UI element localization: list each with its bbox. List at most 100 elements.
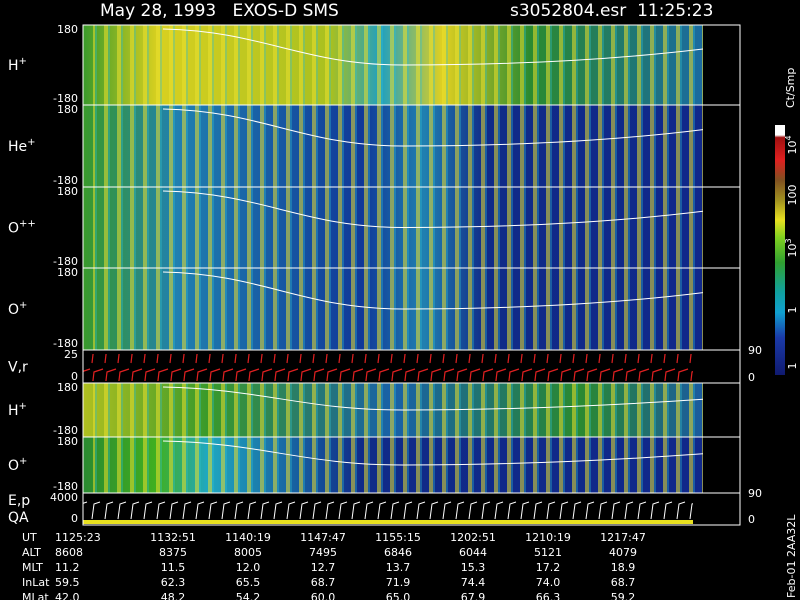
panel-label: O++ [8, 219, 36, 237]
charge: + [19, 300, 27, 311]
tick-label: -180 [53, 174, 78, 187]
panel-frame [82, 492, 741, 526]
sawtooth [83, 354, 693, 381]
cell: 1132:51 [150, 531, 196, 544]
cell: 74.0 [536, 576, 561, 589]
tick-label: 180 [57, 435, 78, 448]
tick-label: 0 [71, 370, 78, 383]
trace-line [162, 386, 704, 411]
cell: 12.7 [311, 561, 336, 574]
exponent: 3 [784, 238, 793, 243]
tick-label: -180 [53, 424, 78, 437]
charge: + [19, 56, 27, 67]
file-label: s3052804.esr 11:25:23 [510, 1, 713, 21]
cell: 60.0 [311, 591, 336, 600]
charge: + [27, 137, 35, 148]
species: O [8, 458, 19, 474]
species: O [8, 302, 19, 318]
cell: 13.7 [386, 561, 411, 574]
cell: 1202:51 [450, 531, 496, 544]
colorbar-unit: Ct/Smp [784, 68, 797, 108]
trace-line [162, 271, 704, 310]
charge: ++ [19, 219, 36, 230]
footer: Feb-01 2AA32L [785, 514, 798, 598]
cell: 48.2 [161, 591, 186, 600]
right-tick-label: 0 [748, 513, 755, 526]
row-label: InLat [22, 576, 50, 589]
species: H [8, 58, 19, 74]
row-label: ALT [22, 546, 41, 559]
tick-label: 25 [64, 348, 78, 361]
cell: 62.3 [161, 576, 186, 589]
panel-label: O+ [8, 300, 27, 318]
cell: 18.9 [611, 561, 636, 574]
title: May 28, 1993 EXOS-D SMS [100, 1, 339, 21]
cell: 1125:23 [55, 531, 101, 544]
panel-label: V,r [8, 360, 28, 376]
row-label: MLT [22, 561, 43, 574]
cell: 66.3 [536, 591, 561, 600]
species: He [8, 139, 27, 155]
right-tick-label: 90 [748, 344, 762, 357]
cell: 12.0 [236, 561, 261, 574]
trace-line [162, 190, 704, 229]
cell: 8375 [159, 546, 187, 559]
right-tick-label: 90 [748, 487, 762, 500]
cell: 6846 [384, 546, 412, 559]
trace-line [162, 108, 704, 147]
tick-label: 180 [57, 23, 78, 36]
cell: 1140:19 [225, 531, 271, 544]
tick-label: 4000 [50, 491, 78, 504]
sawtooth [83, 497, 693, 523]
species: H [8, 403, 19, 419]
base: 10 [786, 141, 799, 155]
cell: 65.0 [386, 591, 411, 600]
cell: 68.7 [611, 576, 636, 589]
qa-bar [83, 520, 693, 524]
cell: 65.5 [236, 576, 261, 589]
species: E,p [8, 493, 30, 509]
panel-label: E,p [8, 493, 30, 509]
cell: 71.9 [386, 576, 411, 589]
panel-label: H+ [8, 56, 27, 74]
colorbar-label: 104 [784, 135, 799, 154]
tick-label: -180 [53, 337, 78, 350]
cell: 8005 [234, 546, 262, 559]
tick-label: 180 [57, 103, 78, 116]
cell: 67.9 [461, 591, 486, 600]
cell: 15.3 [461, 561, 486, 574]
colorbar-label: 1 [786, 307, 799, 314]
trace-line [162, 440, 704, 466]
panel-label: He+ [8, 137, 36, 155]
row-label: MLat [22, 591, 49, 600]
right-tick-label: 0 [748, 371, 755, 384]
cell: 11.5 [161, 561, 186, 574]
base: 10 [786, 244, 799, 258]
cell: 42.0 [55, 591, 80, 600]
tick-label: 180 [57, 381, 78, 394]
colorbar-label: 100 [786, 185, 799, 206]
cell: 54.2 [236, 591, 261, 600]
cell: 11.2 [55, 561, 80, 574]
species: V,r [8, 360, 28, 376]
cell: 74.4 [461, 576, 486, 589]
cell: 68.7 [311, 576, 336, 589]
row-label: UT [22, 531, 37, 544]
trace-line [162, 28, 704, 66]
cell: 1155:15 [375, 531, 421, 544]
charge: + [19, 401, 27, 412]
species: O [8, 221, 19, 237]
cell: 1210:19 [525, 531, 571, 544]
panel-sublabel: QA [8, 510, 29, 526]
tick-label: -180 [53, 480, 78, 493]
panel-label: H+ [8, 401, 27, 419]
base: 100 [786, 185, 799, 206]
cell: 1217:47 [600, 531, 646, 544]
cell: 7495 [309, 546, 337, 559]
cell: 5121 [534, 546, 562, 559]
tick-label: 180 [57, 185, 78, 198]
exponent: 4 [784, 135, 793, 140]
cell: 6044 [459, 546, 487, 559]
cell: 4079 [609, 546, 637, 559]
cell: 17.2 [536, 561, 561, 574]
